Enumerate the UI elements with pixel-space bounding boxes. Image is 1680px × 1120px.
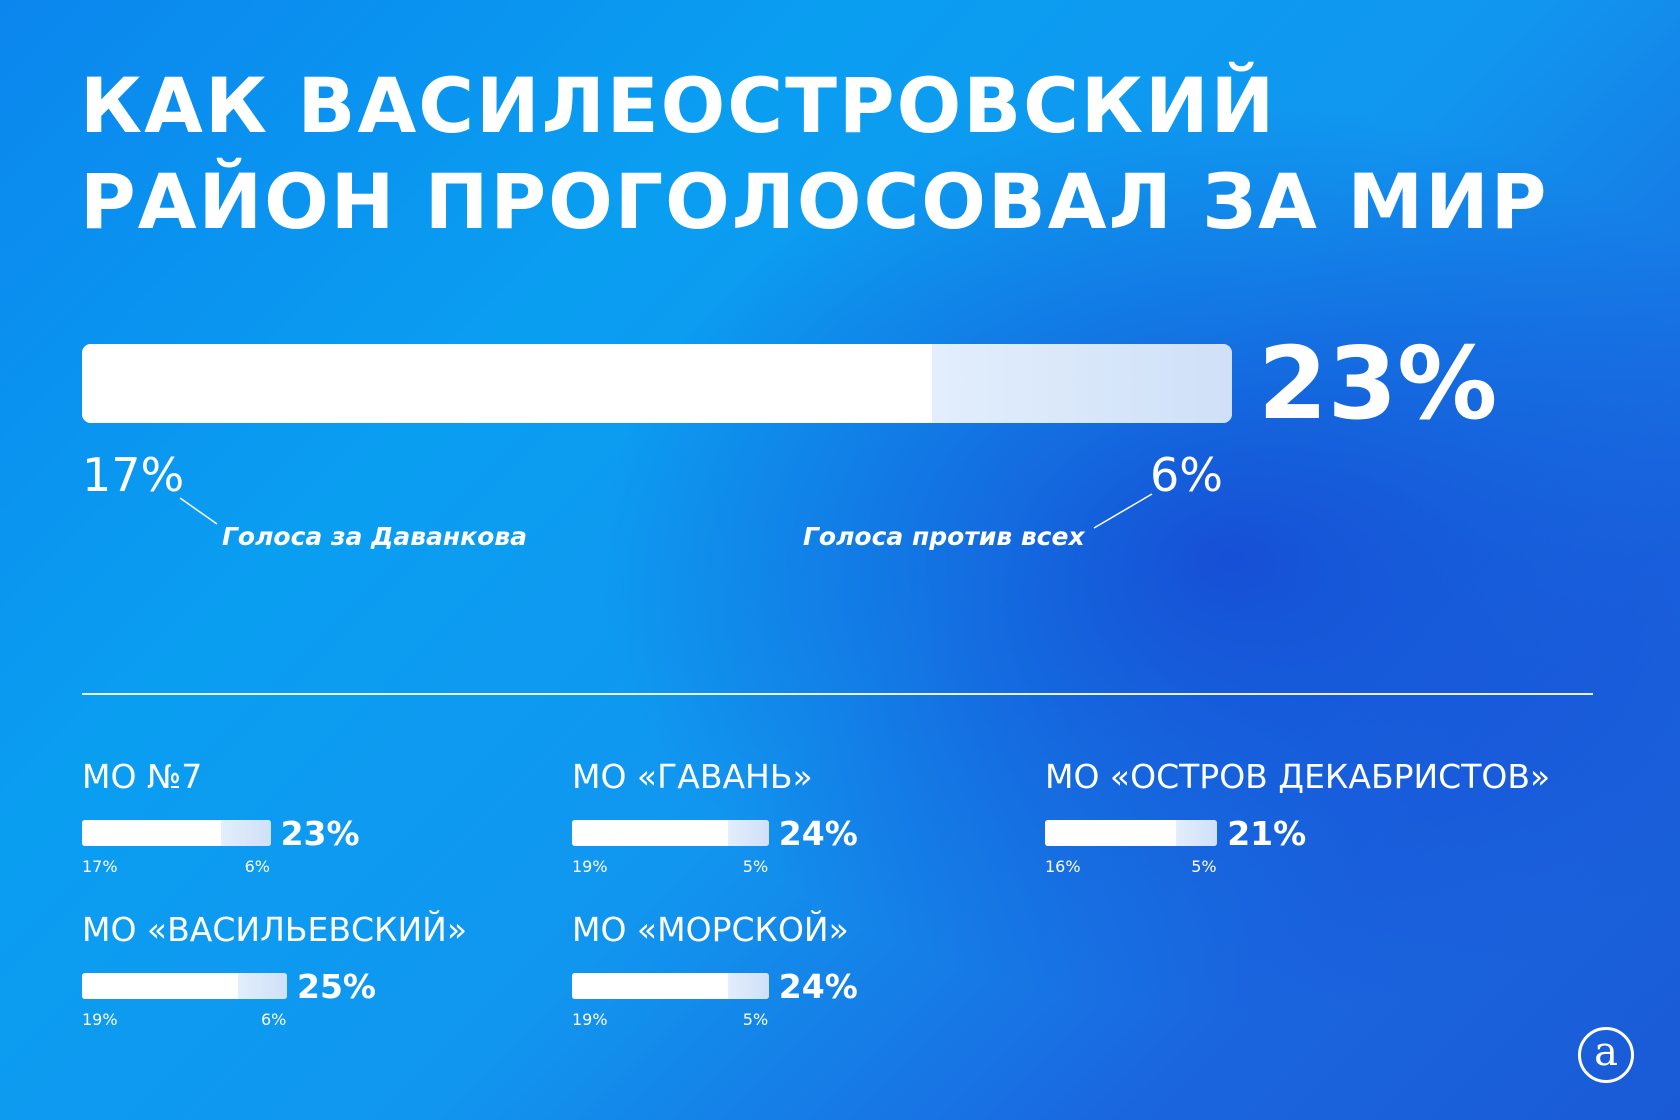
district-total-value: 25%: [297, 967, 376, 1006]
district-bar: [572, 820, 769, 846]
district-bar-segment-for: [82, 973, 238, 999]
district-against-value: 5%: [742, 857, 769, 876]
main-total-value: 23%: [1258, 325, 1498, 442]
divider: [82, 693, 1593, 695]
district-total-value: 21%: [1227, 814, 1307, 853]
district-name: МО «ВАСИЛЬЕВСКИЙ»: [82, 910, 468, 949]
district-bar-segment-against: [237, 973, 287, 999]
district-block-gavan: МО «ГАВАНЬ» 24% 19% 5%: [572, 757, 1132, 897]
district-block-vasilevsky: МО «ВАСИЛЬЕВСКИЙ» 25% 19% 6%: [82, 910, 642, 1050]
district-bar-segment-against: [727, 973, 769, 999]
district-block-ostrov-dekabristov: МО «ОСТРОВ ДЕКАБРИСТОВ» 21% 16% 5%: [1045, 757, 1665, 897]
district-name: МО №7: [82, 757, 203, 796]
district-name: МО «ГАВАНЬ»: [572, 757, 813, 796]
legend-label-against: Голоса против всех: [803, 522, 1085, 551]
district-bar-segment-against: [1176, 820, 1218, 846]
district-bar-segment-for: [82, 820, 222, 846]
title-line-2: РАЙОН ПРОГОЛОСОВАЛ ЗА МИР: [80, 157, 1549, 246]
district-bar-segment-for: [572, 820, 728, 846]
main-bar-segment-against: [932, 344, 1232, 423]
callout-line-against: [1093, 493, 1153, 529]
district-bar: [82, 820, 271, 846]
district-against-value: 6%: [261, 1010, 287, 1029]
district-bar: [1045, 820, 1218, 846]
district-name: МО «ОСТРОВ ДЕКАБРИСТОВ»: [1045, 757, 1551, 796]
district-bar: [572, 973, 769, 999]
district-for-value: 16%: [1045, 857, 1081, 876]
district-for-value: 17%: [82, 857, 118, 876]
district-against-value: 5%: [742, 1010, 769, 1029]
page-title: КАК ВАСИЛЕОСТРОВСКИЙ РАЙОН ПРОГОЛОСОВАЛ …: [80, 58, 1548, 250]
main-bar-segment-for: [82, 344, 932, 423]
district-bar-segment-against: [221, 820, 271, 846]
district-bar: [82, 973, 287, 999]
main-against-value: 6%: [1150, 448, 1223, 502]
legend-label-for: Голоса за Даванкова: [222, 522, 528, 551]
main-stacked-bar: [82, 344, 1232, 423]
district-against-value: 6%: [244, 857, 270, 876]
logo-glyph: a: [1594, 1029, 1618, 1075]
district-for-value: 19%: [572, 1010, 608, 1029]
district-block-morskoy: МО «МОРСКОЙ» 24% 19% 5%: [572, 910, 1132, 1050]
district-bar-segment-for: [1045, 820, 1177, 846]
district-name: МО «МОРСКОЙ»: [572, 910, 849, 949]
at-sign-icon: a: [1578, 1027, 1634, 1083]
district-for-value: 19%: [82, 1010, 118, 1029]
district-against-value: 5%: [1191, 857, 1217, 876]
district-block-mo-7: МО №7 23% 17% 6%: [82, 757, 642, 897]
district-total-value: 24%: [778, 814, 858, 853]
district-for-value: 19%: [572, 857, 608, 876]
district-bar-segment-for: [572, 973, 728, 999]
district-total-value: 24%: [778, 967, 858, 1006]
main-for-value: 17%: [82, 448, 185, 502]
district-bar-segment-against: [727, 820, 769, 846]
district-total-value: 23%: [280, 814, 360, 853]
title-line-1: КАК ВАСИЛЕОСТРОВСКИЙ: [80, 61, 1277, 150]
callout-line-for: [179, 497, 218, 525]
